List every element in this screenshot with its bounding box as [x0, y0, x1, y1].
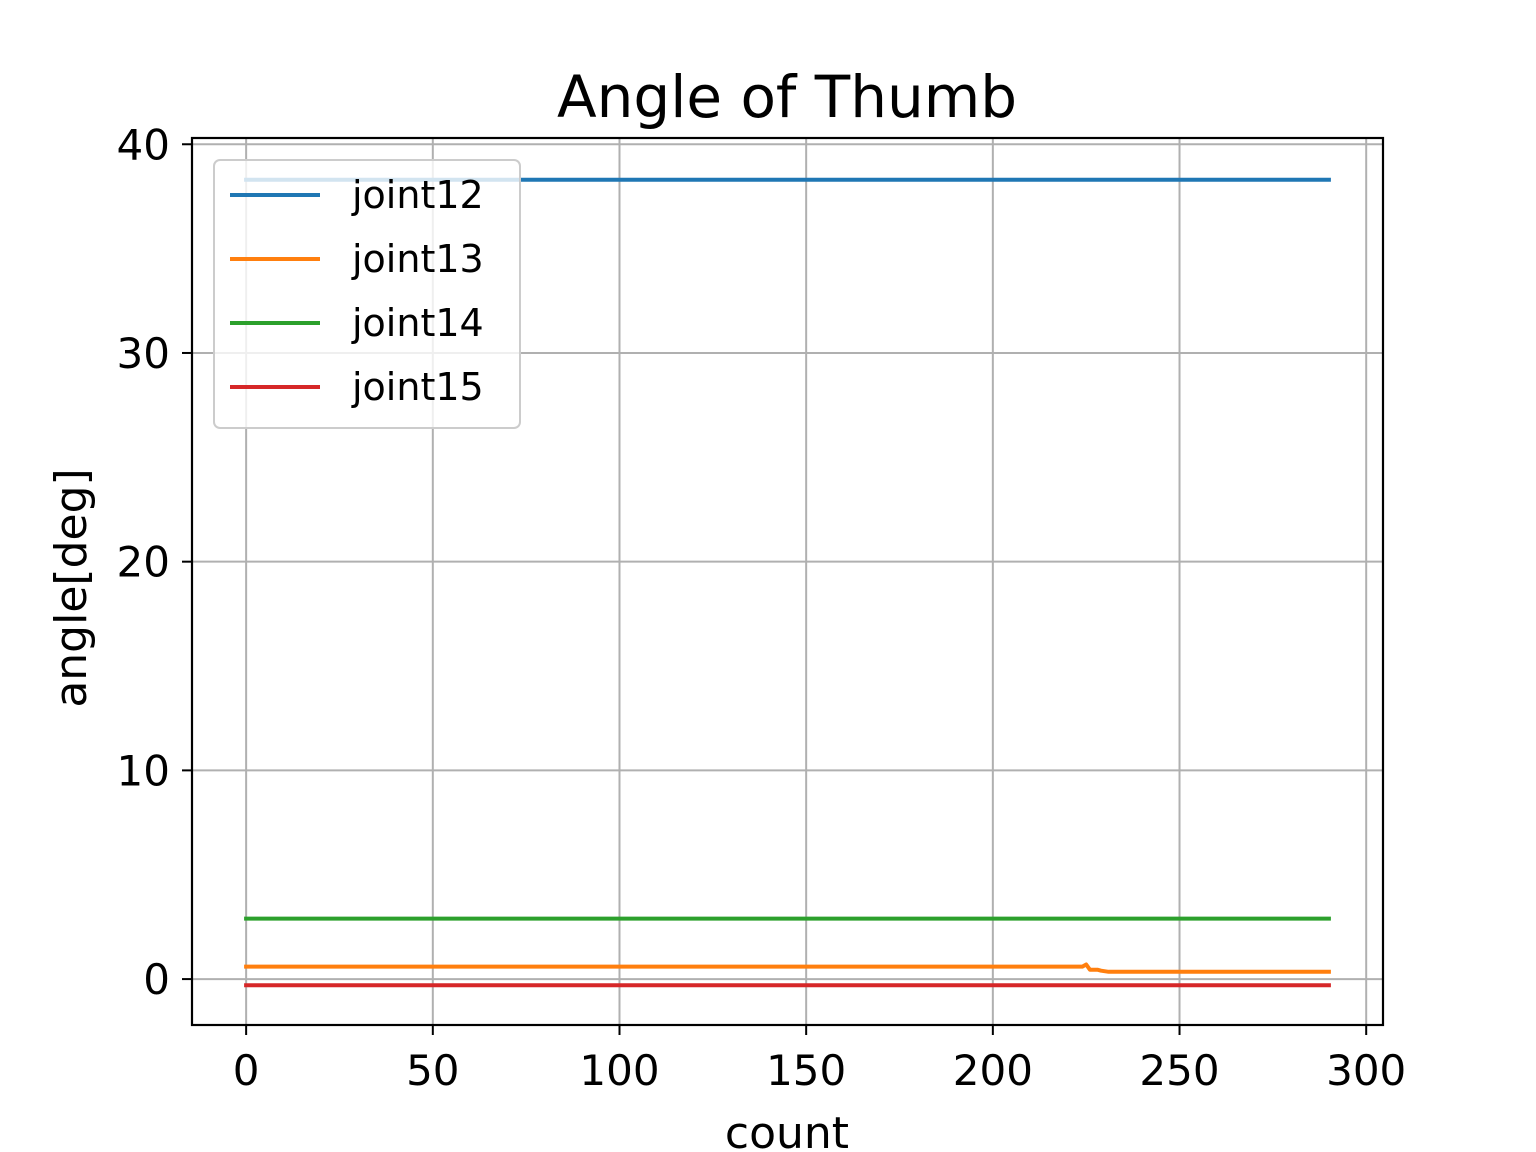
series-line-joint13 [244, 962, 1331, 974]
y-tick-label: 20 [117, 538, 170, 587]
y-tick-label: 30 [117, 329, 170, 378]
x-tick-label: 200 [953, 1046, 1033, 1095]
legend-label-joint15: joint15 [351, 365, 484, 409]
y-axis-label: angle[deg] [46, 468, 97, 707]
legend-box [213, 159, 521, 429]
x-tick-label: 0 [233, 1046, 260, 1095]
y-tick-label: 10 [117, 746, 170, 795]
x-tick-label: 150 [766, 1046, 846, 1095]
axis-ticks: 0 50 100 150 200 250 300 0 10 20 30 40 [117, 120, 1407, 1095]
x-tick-label: 250 [1139, 1046, 1219, 1095]
y-tick-label: 0 [143, 955, 170, 1004]
legend-label-joint14: joint14 [351, 301, 484, 345]
y-tick-label: 40 [117, 120, 170, 169]
legend-label-joint12: joint12 [351, 173, 484, 217]
x-tick-label: 300 [1326, 1046, 1406, 1095]
chart-title: Angle of Thumb [557, 63, 1017, 131]
x-tick-label: 50 [406, 1046, 459, 1095]
legend: joint12 joint13 joint14 joint15 [213, 159, 521, 429]
x-axis-label: count [725, 1108, 849, 1152]
x-tick-label: 100 [579, 1046, 659, 1095]
legend-label-joint13: joint13 [351, 237, 484, 281]
plot-frame [190, 136, 1385, 1027]
